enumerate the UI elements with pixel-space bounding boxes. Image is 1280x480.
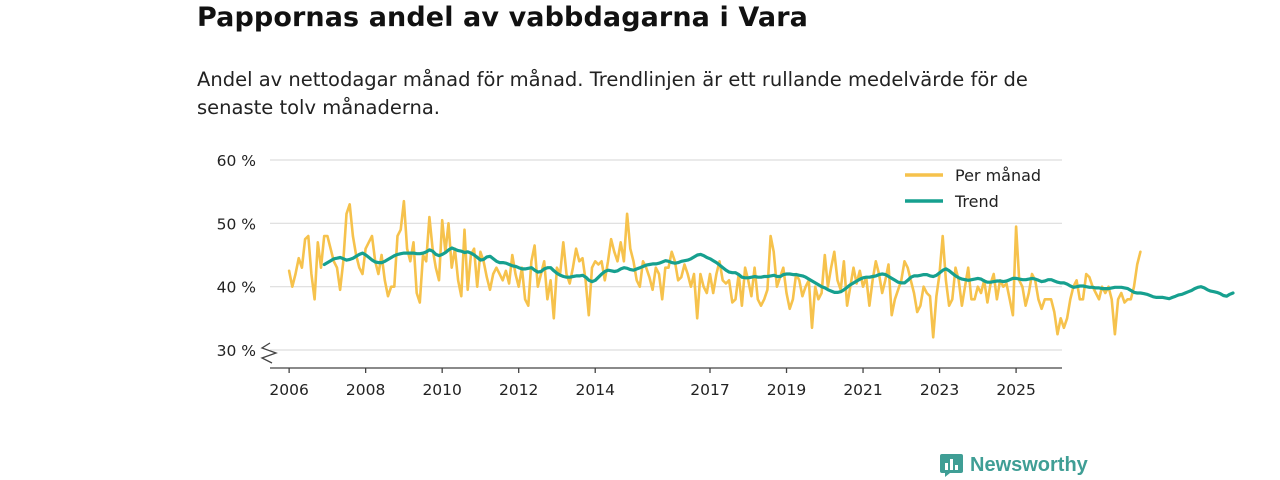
y-tick-label: 50 %: [217, 215, 256, 233]
x-tick-label: 2021: [843, 381, 882, 399]
newsworthy-logo[interactable]: Newsworthy: [940, 450, 1088, 480]
x-tick-label: 2019: [767, 381, 806, 399]
brand-name: Newsworthy: [970, 453, 1088, 476]
y-tick-label: 40 %: [217, 279, 256, 297]
bar-chart-icon: [940, 453, 963, 477]
line-chart: 30 % 40 % 50 % 60 % 2006 2008 2010 2012 2014 2017…: [217, 152, 1235, 399]
axis-break-mark: [260, 342, 278, 364]
x-tick-label: 2017: [690, 381, 729, 399]
legend-label-monthly: Per månad: [955, 166, 1041, 185]
series-line-monthly: [287, 199, 1142, 339]
x-tick-label: 2014: [575, 381, 614, 399]
series-line-trend: [322, 246, 1235, 301]
x-tick-label: 2006: [269, 381, 308, 399]
x-tick-label: 2025: [996, 381, 1035, 399]
legend-label-trend: Trend: [954, 192, 999, 211]
x-tick-label: 2023: [920, 381, 959, 399]
y-tick-label: 60 %: [217, 152, 256, 170]
y-tick-label: 30 %: [217, 342, 256, 360]
chart-subtitle: Andel av nettodagar månad för månad. Tre…: [197, 68, 1028, 119]
x-tick-label: 2012: [499, 381, 538, 399]
chart-title: Pappornas andel av vabbdagarna i Vara: [197, 2, 808, 33]
x-tick-label: 2010: [422, 381, 461, 399]
x-tick-label: 2008: [346, 381, 385, 399]
